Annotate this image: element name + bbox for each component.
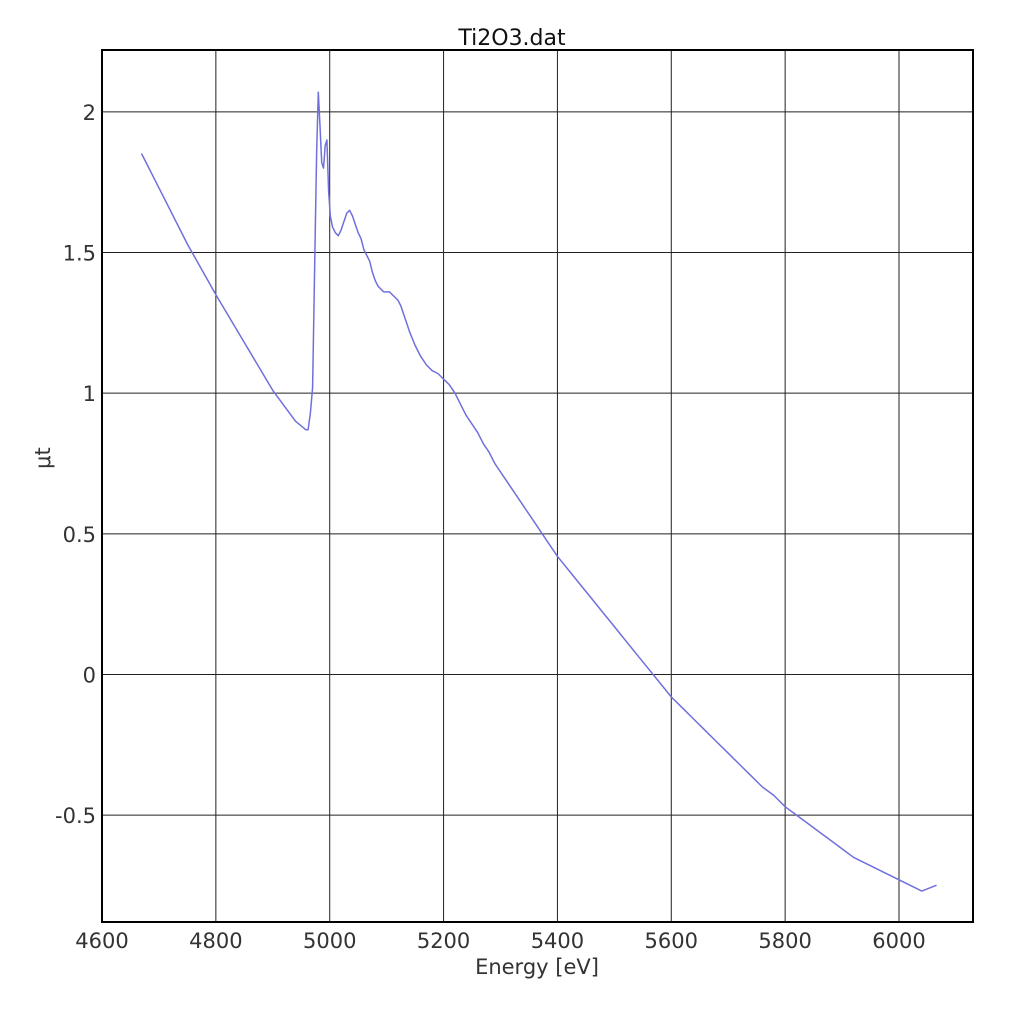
y-tick-label: 2 [83,101,96,125]
y-tick-label: -0.5 [55,804,96,828]
x-axis-label: Energy [eV] [475,955,599,979]
x-tick-label: 4600 [75,929,128,953]
y-tick-label: 0 [83,663,96,687]
series-layer [141,91,937,892]
x-tick-label: 5600 [645,929,698,953]
x-tick-label: 5200 [417,929,470,953]
x-tick-label: 4800 [189,929,242,953]
x-tick-label: 5400 [531,929,584,953]
y-axis-ticks: 2 1.5 1 0.5 0 -0.5 [55,101,96,828]
x-tick-label: 5000 [303,929,356,953]
x-axis-ticks: 4600 4800 5000 5200 5400 5600 5800 6000 [75,929,925,953]
y-axis-label: μt [31,447,55,469]
series-line-1 [141,91,937,892]
y-tick-label: 1.5 [63,242,96,266]
plot-frame [101,49,974,923]
x-tick-label: 5800 [758,929,811,953]
y-tick-label: 0.5 [63,523,96,547]
y-tick-label: 1 [83,382,96,406]
grid [102,50,973,922]
chart-title: Ti2O3.dat [457,26,566,51]
x-tick-label: 6000 [872,929,925,953]
